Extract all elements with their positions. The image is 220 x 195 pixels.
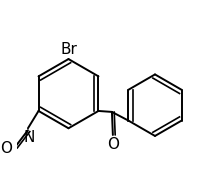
Text: O: O (107, 137, 119, 152)
Text: O: O (0, 141, 12, 156)
Text: N: N (23, 130, 35, 145)
Text: Br: Br (60, 42, 77, 57)
